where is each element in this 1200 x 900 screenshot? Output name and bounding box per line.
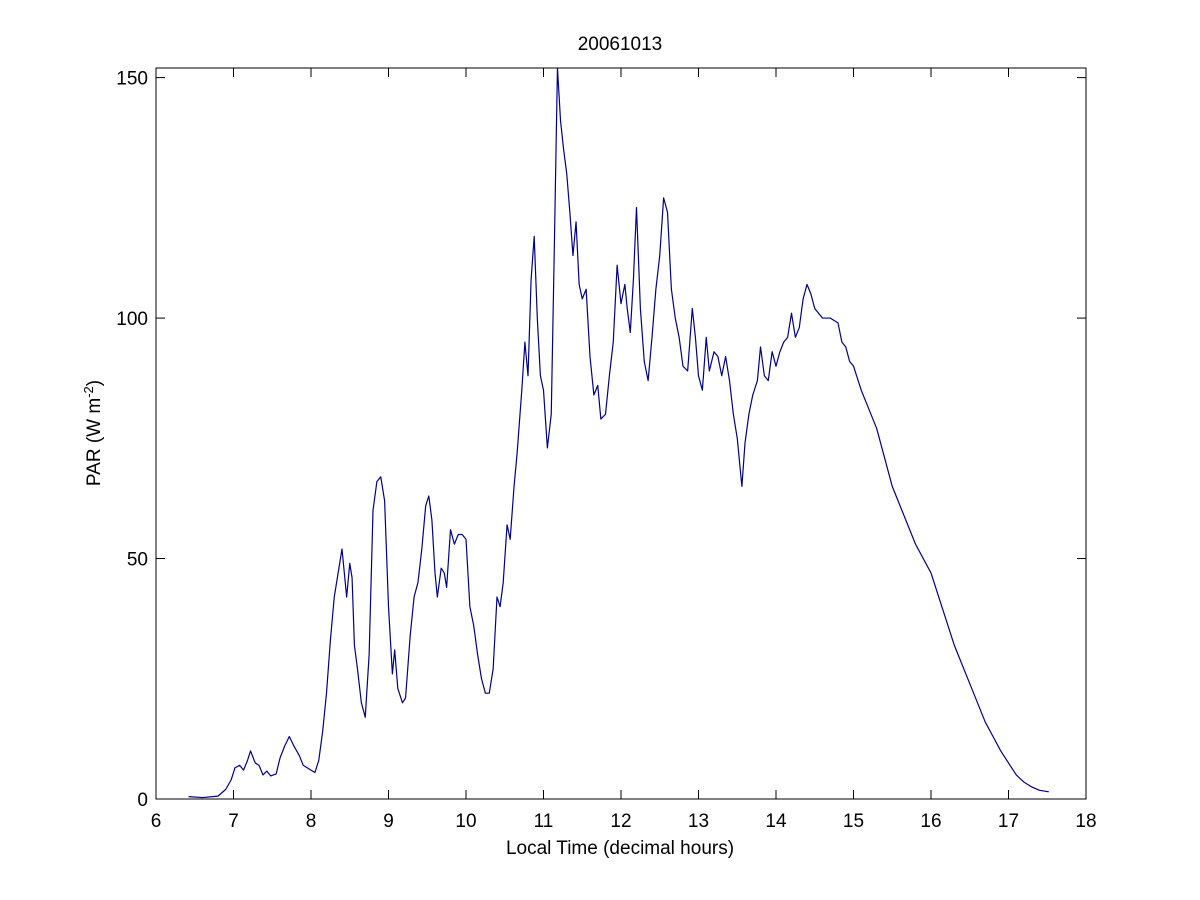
plot-area: 6 7 8 9 10 11 12 13 14 15 16 17 18 0 50 100 150 bbox=[116, 67, 1097, 832]
series-layer bbox=[188, 67, 1049, 799]
x-axis-ticks: 6 7 8 9 10 11 12 13 14 15 16 17 18 bbox=[151, 68, 1097, 832]
x-tick-label: 7 bbox=[228, 811, 239, 832]
y-axis-label-close: ) bbox=[84, 380, 105, 386]
y-tick-label: 50 bbox=[127, 550, 148, 571]
y-axis-ticks: 0 50 100 150 bbox=[116, 69, 1086, 811]
x-tick-label: 14 bbox=[765, 811, 787, 832]
y-axis-label-main: PAR (W m bbox=[84, 398, 105, 486]
chart-title: 20061013 bbox=[578, 34, 663, 55]
x-tick-label: 13 bbox=[688, 811, 709, 832]
y-axis-label: PAR (W m-2) bbox=[81, 380, 105, 486]
y-tick-label: 0 bbox=[137, 790, 148, 811]
x-axis-label: Local Time (decimal hours) bbox=[506, 838, 734, 859]
x-tick-label: 11 bbox=[534, 811, 554, 832]
x-tick-label: 6 bbox=[151, 811, 162, 832]
y-tick-label: 100 bbox=[116, 309, 148, 330]
x-tick-label: 18 bbox=[1075, 811, 1096, 832]
x-tick-label: 15 bbox=[843, 811, 864, 832]
x-tick-label: 17 bbox=[998, 811, 1019, 832]
x-tick-label: 10 bbox=[455, 811, 476, 832]
x-tick-label: 9 bbox=[383, 811, 394, 832]
series-line-0 bbox=[188, 67, 1049, 799]
x-tick-label: 12 bbox=[610, 811, 631, 832]
x-tick-label: 16 bbox=[920, 811, 941, 832]
y-tick-label: 150 bbox=[116, 69, 148, 90]
y-axis-label-superscript: -2 bbox=[81, 386, 96, 398]
x-tick-label: 8 bbox=[306, 811, 317, 832]
